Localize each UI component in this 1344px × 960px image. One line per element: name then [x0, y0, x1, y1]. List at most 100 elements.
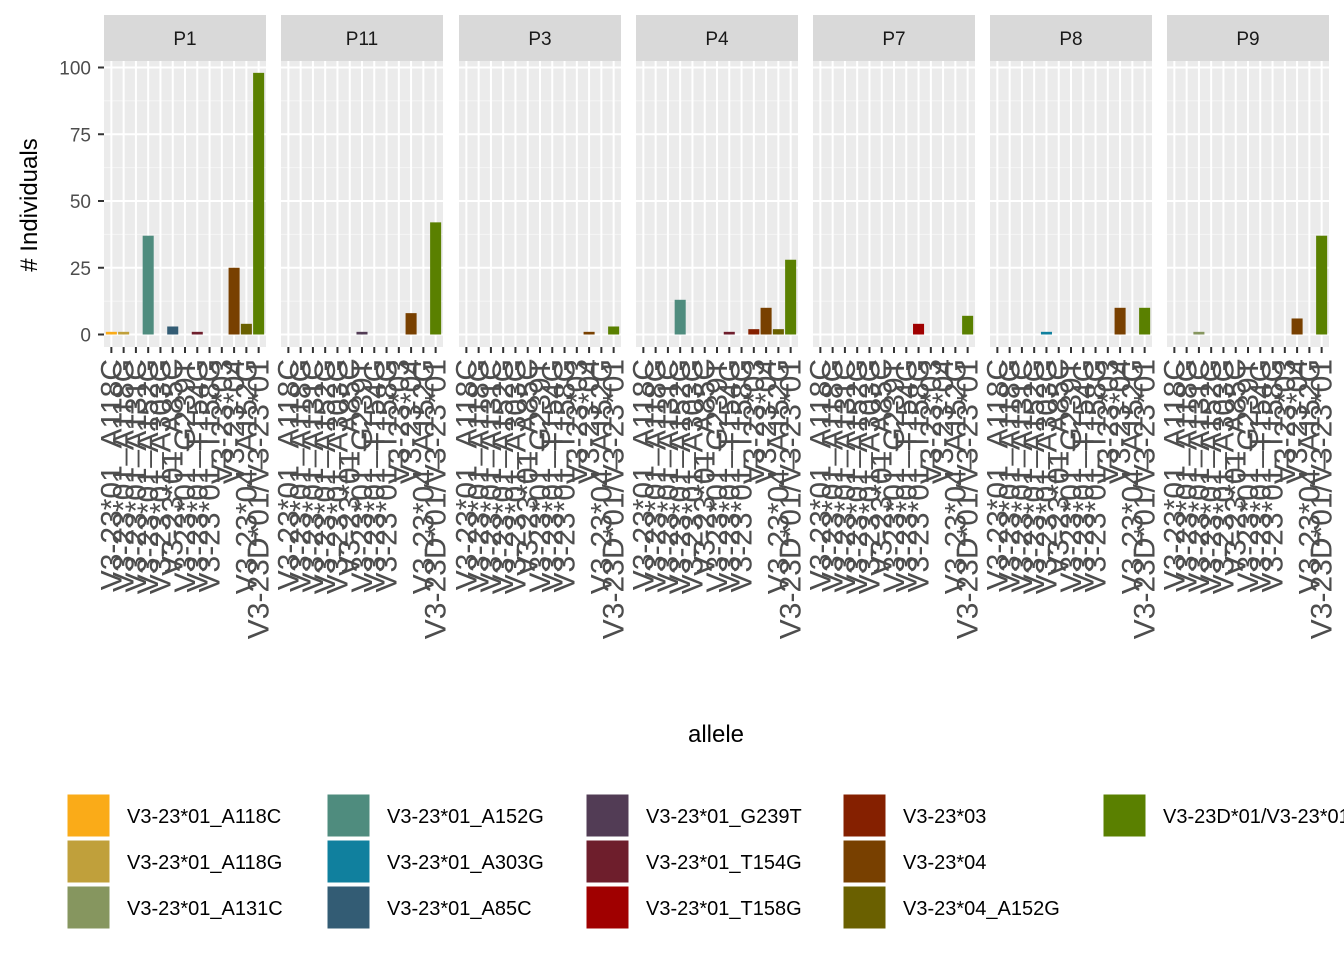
- x-tick-label: V3-23*01_T158G: [549, 359, 582, 593]
- bar-p1-3: [142, 235, 154, 335]
- x-tick-label: V3-23*01_A118C: [627, 359, 660, 590]
- x-tick-label: V3-23*01_A303G: [853, 359, 886, 594]
- x-tick-label: V3-23D*01/V3-23*01: [243, 359, 276, 639]
- x-tick-label: V3-23*01_A303G: [144, 359, 177, 594]
- legend-label: V3-23*04: [903, 852, 986, 874]
- facet-panel-p11: P11V3-23*01_A118CV3-23*01_A118GV3-23*01_…: [272, 15, 453, 639]
- bar-p7-8: [913, 323, 925, 335]
- facet-strip: [636, 15, 798, 61]
- bar-p4-9: [748, 329, 760, 335]
- x-tick-label: V3-23*01_A131C: [1183, 359, 1216, 593]
- x-tick-label: V3-23*01_A85C: [334, 359, 367, 576]
- x-tick-label: V3-23*01_A152G: [487, 359, 520, 594]
- legend-key: [1102, 793, 1147, 838]
- x-tick-label: V3-23*03: [561, 359, 594, 484]
- y-axis: 0 25 50 75 100: [59, 59, 104, 347]
- x-tick-label: V3-23*04_A152G: [230, 359, 263, 594]
- facet-strip: [990, 15, 1152, 61]
- x-tick-label: V3-23*03: [915, 359, 948, 484]
- x-tick-label: V3-23*01_A118G: [817, 359, 850, 592]
- x-tick-label: V3-23*01_G239T: [169, 359, 202, 593]
- x-tick-label: V3-23*04: [218, 359, 251, 484]
- legend-key: [842, 885, 887, 930]
- x-tick-label: V3-23*01_A85C: [1043, 359, 1076, 576]
- x-tick-label: V3-23*01_A85C: [689, 359, 722, 576]
- legend-label: V3-23*01_A118C: [127, 806, 281, 828]
- x-tick-label: V3-23*01_A131C: [829, 359, 862, 593]
- y-tick-label: 100: [59, 59, 91, 80]
- x-tick-label: V3-23*04: [395, 359, 428, 484]
- legend-key: [66, 839, 111, 884]
- x-tick-label: V3-23*01_A118C: [272, 359, 305, 590]
- legend-label: V3-23*03: [903, 806, 986, 828]
- x-tick-label: V3-23*01_G239T: [1055, 359, 1088, 593]
- facet-strip: [104, 15, 266, 61]
- legend-label: V3-23*01_A303G: [387, 852, 544, 874]
- x-tick-label: V3-23*01_A131C: [652, 359, 685, 593]
- bar-p9-10: [1291, 318, 1303, 335]
- x-tick-label: V3-23*01_T154G: [181, 359, 214, 593]
- x-tick-label: V3-23*03: [1269, 359, 1302, 484]
- legend: V3-23*01_A118C V3-23*01_A118G V3-23*01_A13…: [66, 793, 1344, 930]
- x-tick-label: V3-23*01_A131C: [475, 359, 508, 593]
- facet-panel-p9: P9V3-23*01_A118CV3-23*01_A118GV3-23*01_A…: [1158, 15, 1339, 639]
- x-tick-label: V3-23*01_A118G: [285, 359, 318, 592]
- x-tick-label: V3-23*01_A118C: [95, 359, 128, 590]
- legend-key: [326, 839, 371, 884]
- x-tick-label: V3-23*01_A152G: [664, 359, 697, 594]
- facet-strip: [813, 15, 975, 61]
- facet-strip-label: P9: [1236, 29, 1259, 50]
- legend-key: [326, 793, 371, 838]
- legend-item: V3-23*03: [842, 793, 986, 838]
- x-tick-label: V3-23*01_A118G: [640, 359, 673, 592]
- facet-strip-label: P3: [528, 29, 551, 50]
- y-tick-label: 75: [70, 125, 91, 146]
- x-tick-label: V3-23*04_A152G: [939, 359, 972, 594]
- legend-label: V3-23*01_T154G: [646, 852, 802, 874]
- bar-p3-10: [583, 331, 595, 335]
- x-tick-label: V3-23*01_G239T: [346, 359, 379, 593]
- x-tick-label: V3-23*01_A118G: [994, 359, 1027, 592]
- y-tick-label: 50: [70, 192, 91, 213]
- legend-key: [585, 793, 630, 838]
- bar-p11-6: [356, 331, 368, 335]
- legend-key: [326, 885, 371, 930]
- legend-item: V3-23*01_A118C: [66, 793, 281, 838]
- facet-strip: [281, 15, 443, 61]
- x-tick-label: V3-23*01_A152G: [309, 359, 342, 594]
- bar-p4-11: [772, 329, 784, 335]
- legend-label: V3-23D*01/V3-23*01: [1163, 806, 1344, 828]
- x-tick-label: V3-23*04_A152G: [1293, 359, 1326, 594]
- legend-item: V3-23*01_A118G: [66, 839, 282, 884]
- x-tick-label: V3-23*01_A118C: [981, 359, 1014, 590]
- legend-item: V3-23*01_G239T: [585, 793, 802, 838]
- legend-item: V3-23*04: [842, 839, 986, 884]
- x-tick-label: V3-23*04: [927, 359, 960, 484]
- facet-strip: [459, 15, 621, 61]
- legend-item: V3-23*04_A152G: [842, 885, 1060, 930]
- legend-item: V3-23*01_T158G: [585, 885, 802, 930]
- legend-item: V3-23*01_A85C: [326, 885, 532, 930]
- x-tick-label: V3-23*01_G239T: [701, 359, 734, 593]
- x-tick-label: V3-23*01_T158G: [194, 359, 227, 593]
- x-tick-label: V3-23*01_A118G: [1171, 359, 1204, 592]
- x-tick-label: V3-23*01_A118G: [463, 359, 496, 592]
- legend-key: [585, 885, 630, 930]
- bar-p9-2: [1193, 331, 1205, 335]
- x-tick-label: V3-23*04: [750, 359, 783, 484]
- legend-key: [585, 839, 630, 884]
- x-tick-label: V3-23*01_A131C: [120, 359, 153, 593]
- x-tick-label: V3-23*01_G239T: [1232, 359, 1265, 593]
- x-tick-label: V3-23*04: [1104, 359, 1137, 484]
- x-tick-label: V3-23*01_T154G: [1067, 359, 1100, 593]
- x-tick-label: V3-23*01_A152G: [841, 359, 874, 594]
- bar-p8-12: [1139, 307, 1151, 335]
- legend-key: [842, 839, 887, 884]
- bar-p8-4: [1040, 331, 1052, 335]
- facet-strip-label: P8: [1059, 29, 1082, 50]
- x-tick-label: V3-23D*01/V3-23*01: [775, 359, 808, 639]
- facet-panel-p7: P7V3-23*01_A118CV3-23*01_A118GV3-23*01_A…: [804, 15, 985, 639]
- x-tick-label: V3-23*01_A118G: [108, 359, 141, 592]
- bar-p4-3: [674, 299, 686, 335]
